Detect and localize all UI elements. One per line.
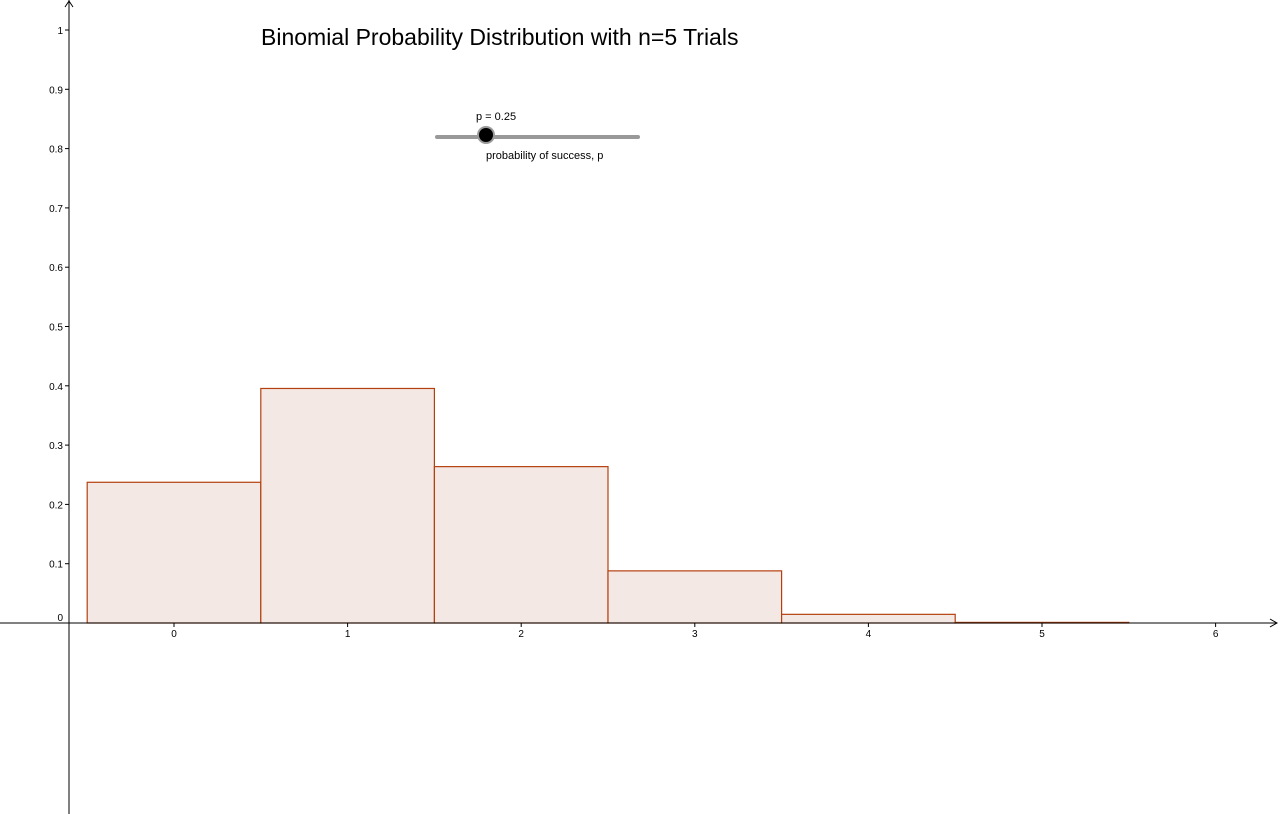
- x-tick-label: 5: [1039, 629, 1045, 640]
- x-axis-arrow: [1269, 618, 1279, 628]
- y-tick-label: 0.1: [49, 560, 63, 571]
- histogram-bar: [86, 481, 262, 624]
- slider-value-label: p = 0.25: [476, 111, 517, 123]
- y-tick-label: 1: [57, 26, 63, 37]
- y-tick-label: 0.4: [49, 382, 63, 393]
- x-tick-label: 4: [866, 629, 872, 640]
- y-tick-label: 0.7: [49, 204, 63, 215]
- x-tick-label: 1: [345, 629, 351, 640]
- y-tick-label: 0.3: [49, 441, 63, 452]
- histogram-bar: [780, 613, 956, 624]
- y-tick-label: 0: [57, 613, 63, 624]
- y-axis-arrow: [64, 0, 74, 8]
- slider-caption: probability of success, p: [486, 150, 604, 162]
- y-tick-label: 0.8: [49, 145, 63, 156]
- x-tick-label: 2: [518, 629, 524, 640]
- y-tick-label: 0.2: [49, 500, 63, 511]
- chart-title: Binomial Probability Distribution with n…: [261, 24, 739, 50]
- probability-slider-handle[interactable]: [479, 128, 494, 142]
- y-tick-label: 0.6: [49, 263, 63, 274]
- histogram-bar: [433, 466, 609, 624]
- x-tick-label: 0: [171, 629, 177, 640]
- x-tick-label: 3: [692, 629, 698, 640]
- histogram-bar: [260, 387, 435, 624]
- y-tick-label: 0.5: [49, 323, 63, 334]
- probability-slider-track[interactable]: [435, 135, 640, 139]
- y-tick-label: 0.9: [49, 85, 63, 96]
- x-tick-label: 6: [1213, 629, 1219, 640]
- histogram-bar: [607, 570, 783, 624]
